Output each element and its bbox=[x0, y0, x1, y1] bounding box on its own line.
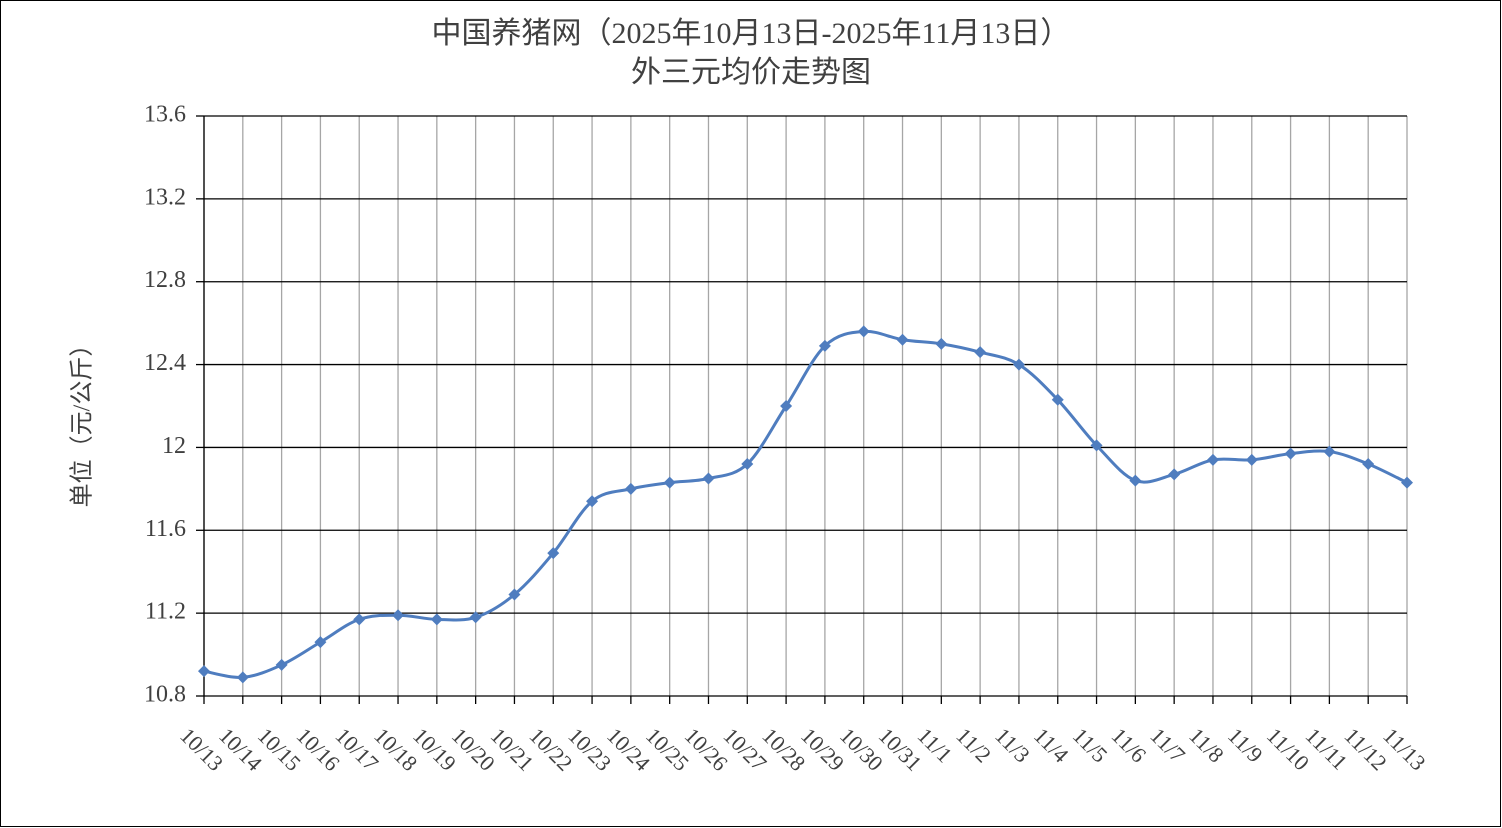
point-marker bbox=[392, 609, 405, 622]
y-tick-label: 10.8 bbox=[144, 682, 186, 708]
point-marker bbox=[1051, 393, 1064, 406]
point-marker bbox=[780, 400, 793, 412]
y-tick-label: 13.6 bbox=[144, 102, 186, 128]
point-marker bbox=[818, 339, 831, 352]
y-axis-label: 单位（元/公斤） bbox=[69, 333, 96, 508]
point-marker bbox=[275, 658, 288, 671]
point-marker bbox=[624, 482, 637, 495]
point-marker bbox=[1168, 468, 1181, 481]
point-marker bbox=[1245, 453, 1258, 466]
point-marker bbox=[857, 325, 870, 338]
point-marker bbox=[547, 547, 560, 560]
point-marker bbox=[1206, 453, 1219, 466]
point-marker bbox=[1401, 476, 1413, 489]
point-marker bbox=[236, 671, 249, 684]
y-tick-label: 12.8 bbox=[144, 267, 186, 293]
point-marker bbox=[314, 636, 327, 649]
point-marker bbox=[198, 665, 210, 678]
point-marker bbox=[586, 495, 599, 508]
y-tick-label: 13.2 bbox=[144, 184, 186, 210]
point-marker bbox=[974, 346, 987, 359]
point-marker bbox=[935, 337, 948, 350]
point-marker bbox=[469, 611, 482, 624]
point-marker bbox=[1129, 474, 1142, 487]
chart-subtitle: 外三元均价走势图 bbox=[631, 56, 871, 89]
point-marker bbox=[663, 476, 676, 489]
point-marker bbox=[1012, 358, 1025, 371]
point-marker bbox=[896, 333, 909, 346]
point-marker bbox=[702, 472, 715, 485]
point-marker bbox=[430, 613, 443, 626]
point-marker bbox=[508, 588, 521, 601]
point-marker bbox=[1090, 439, 1103, 452]
point-marker bbox=[1362, 458, 1375, 470]
y-tick-label: 12 bbox=[162, 433, 186, 459]
point-marker bbox=[1323, 445, 1336, 458]
point-marker bbox=[1284, 447, 1297, 460]
y-tick-label: 11.6 bbox=[145, 516, 186, 542]
y-tick-label: 12.4 bbox=[144, 350, 186, 376]
point-marker bbox=[353, 613, 366, 626]
point-marker bbox=[741, 458, 754, 470]
chart-title: 中国养猪网（2025年10月13日-2025年11月13日） bbox=[432, 17, 1071, 50]
y-tick-label: 11.2 bbox=[145, 599, 186, 625]
